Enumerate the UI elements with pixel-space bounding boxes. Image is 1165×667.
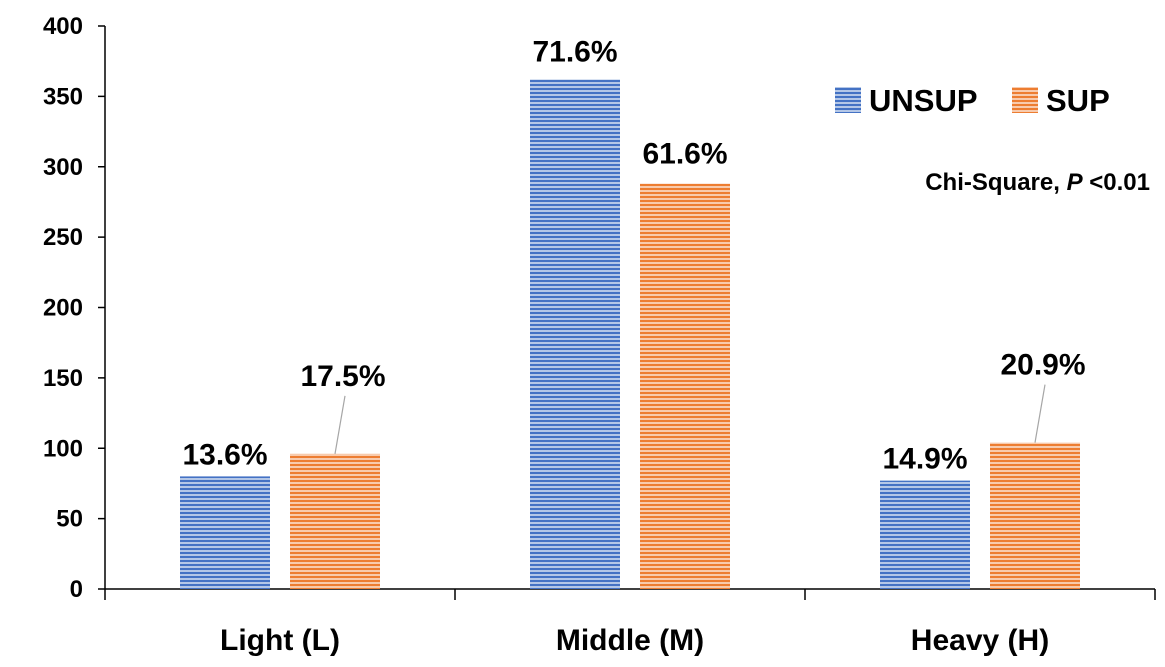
y-tick-label: 300 bbox=[43, 154, 83, 181]
y-tick-label: 0 bbox=[70, 576, 83, 603]
legend: UNSUP SUP bbox=[835, 83, 1110, 118]
chi-square-annotation: Chi-Square, P <0.01 bbox=[925, 169, 1150, 196]
bar-sup bbox=[640, 183, 730, 589]
label-leader-line bbox=[334, 395, 346, 454]
bar-unsup bbox=[530, 79, 620, 590]
legend-label-unsup: UNSUP bbox=[869, 83, 978, 118]
label-leader-line bbox=[1034, 384, 1046, 443]
data-labels: 13.6% 71.6% 14.9% 17.5% 61.6% 20.9% bbox=[182, 35, 1085, 475]
y-tick-label: 400 bbox=[43, 13, 83, 40]
legend-label-sup: SUP bbox=[1046, 83, 1110, 118]
x-tick-label: Light (L) bbox=[220, 624, 340, 657]
y-tick-label: 150 bbox=[43, 365, 83, 392]
x-tick-label: Middle (M) bbox=[556, 624, 704, 657]
bar-unsup bbox=[880, 480, 970, 589]
data-label: 14.9% bbox=[882, 443, 967, 476]
bar-sup bbox=[990, 442, 1080, 589]
data-label: 13.6% bbox=[182, 438, 267, 471]
legend-swatch-sup bbox=[1012, 87, 1038, 113]
x-tick-label: Heavy (H) bbox=[911, 624, 1049, 657]
data-label: 61.6% bbox=[642, 138, 727, 171]
axes: 0 50 100 150 200 250 300 350 400 Light (L) Middle … bbox=[43, 13, 1156, 657]
y-tick-label: 350 bbox=[43, 83, 83, 110]
y-tick-label: 250 bbox=[43, 224, 83, 251]
annotation-p-symbol: P bbox=[1067, 169, 1084, 196]
legend-swatch-unsup bbox=[835, 87, 861, 113]
bar-unsup bbox=[180, 476, 270, 589]
y-tick-label: 50 bbox=[56, 506, 83, 533]
bars bbox=[180, 79, 1080, 590]
data-label: 17.5% bbox=[300, 360, 385, 393]
annotation-prefix: Chi-Square, bbox=[925, 169, 1066, 196]
annotation-suffix: <0.01 bbox=[1083, 169, 1150, 196]
data-label: 20.9% bbox=[1000, 349, 1085, 382]
y-tick-label: 200 bbox=[43, 295, 83, 322]
y-tick-label: 100 bbox=[43, 435, 83, 462]
bar-sup bbox=[290, 453, 380, 589]
data-label: 71.6% bbox=[532, 35, 617, 68]
